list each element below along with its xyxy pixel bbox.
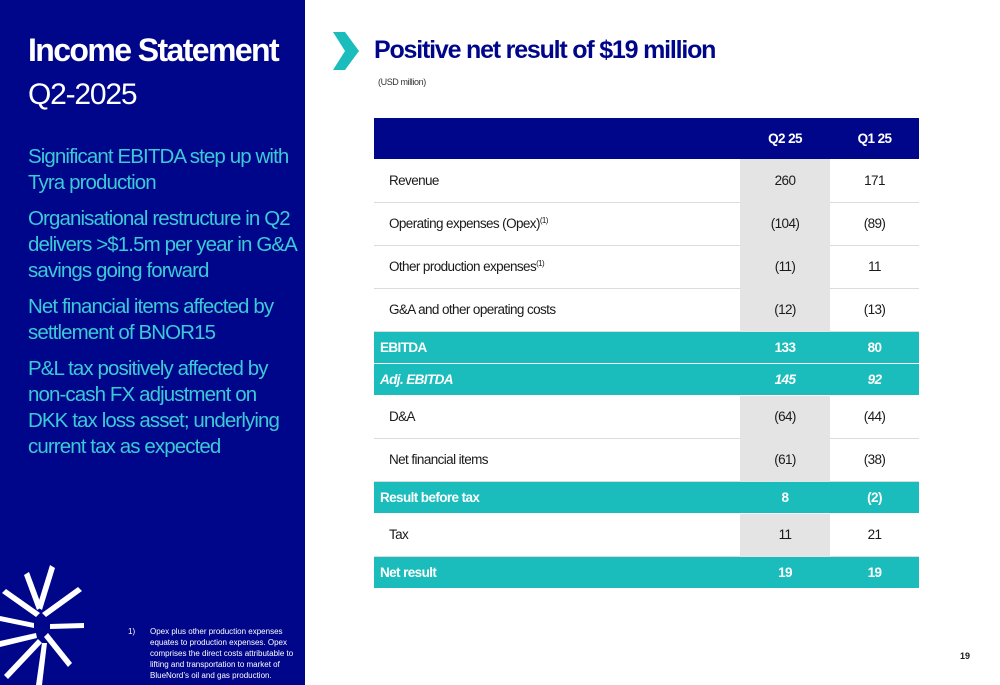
q2-value: (12) (740, 288, 830, 332)
income-statement-table: Q2 25 Q1 25 Revenue 260 171 Operating ex… (374, 118, 919, 589)
table-row-net-result: Net result 19 19 (374, 556, 919, 589)
header-blank (374, 118, 740, 159)
q2-value: 11 (740, 513, 830, 557)
q1-value: (44) (830, 395, 919, 439)
column-header-q1: Q1 25 (830, 118, 919, 159)
footnote: 1) Opex plus other production expenses e… (128, 626, 298, 681)
starburst-logo-icon (0, 565, 84, 685)
row-label: Operating expenses (Opex)(1) (374, 202, 740, 246)
key-point: Net financial items affected by settleme… (28, 295, 274, 344)
table-row-da: D&A (64) (44) (374, 395, 919, 439)
table-row-net-financial: Net financial items (61) (38) (374, 438, 919, 482)
key-point: P&L tax positively affected by non-cash … (28, 357, 280, 458)
table-row-ga: G&A and other operating costs (12) (13) (374, 288, 919, 332)
row-label: Result before tax (374, 481, 740, 514)
sidebar-title: Income Statement (28, 32, 280, 68)
row-label: G&A and other operating costs (374, 288, 740, 332)
table-row-revenue: Revenue 260 171 (374, 159, 919, 203)
table-row-result-before-tax: Result before tax 8 (2) (374, 481, 919, 514)
q2-value: 8 (740, 481, 830, 514)
sidebar-panel: Income Statement Q2-2025 Significant EBI… (0, 0, 305, 685)
table-row-opex: Operating expenses (Opex)(1) (104) (89) (374, 202, 919, 246)
row-label: Tax (374, 513, 740, 557)
q1-value: (2) (830, 481, 919, 514)
q2-value: 133 (740, 331, 830, 364)
key-points-list: Significant EBITDA step up with Tyra pro… (28, 144, 298, 470)
table-row-adj-ebitda: Adj. EBITDA 145 92 (374, 363, 919, 396)
row-label: D&A (374, 395, 740, 439)
q2-value: 260 (740, 159, 830, 203)
chevron-right-icon (333, 32, 359, 70)
footnote-ref: (1) (539, 216, 549, 225)
q1-value: (13) (830, 288, 919, 332)
q1-value: 92 (830, 363, 919, 396)
q1-value: 171 (830, 159, 919, 203)
key-point: Organisational restructure in Q2 deliver… (28, 207, 297, 282)
footnote-text: Opex plus other production expenses equa… (150, 627, 294, 680)
q2-value: (61) (740, 438, 830, 482)
page-title: Positive net result of $19 million (374, 36, 716, 64)
q1-value: (89) (830, 202, 919, 246)
sidebar-subtitle: Q2-2025 (28, 78, 138, 111)
table-row-other-production: Other production expenses(1) (11) 11 (374, 245, 919, 289)
q2-value: 19 (740, 556, 830, 589)
footnote-number: 1) (128, 627, 136, 636)
q1-value: (38) (830, 438, 919, 482)
q2-value: (104) (740, 202, 830, 246)
row-label: Other production expenses(1) (374, 245, 740, 289)
q1-value: 21 (830, 513, 919, 557)
table-row-tax: Tax 11 21 (374, 513, 919, 557)
q2-value: (11) (740, 245, 830, 289)
unit-note: (USD million) (378, 77, 426, 87)
row-label: Net financial items (374, 438, 740, 482)
q1-value: 11 (830, 245, 919, 289)
footnote-ref: (1) (536, 259, 545, 268)
row-label: Adj. EBITDA (374, 363, 740, 396)
row-label: Net result (374, 556, 740, 589)
row-label: EBITDA (374, 331, 740, 364)
q1-value: 80 (830, 331, 919, 364)
q2-value: (64) (740, 395, 830, 439)
table-header-row: Q2 25 Q1 25 (374, 118, 919, 159)
page-number: 19 (960, 651, 971, 661)
key-point: Significant EBITDA step up with Tyra pro… (28, 145, 289, 194)
q1-value: 19 (830, 556, 919, 589)
table-row-ebitda: EBITDA 133 80 (374, 331, 919, 364)
row-label: Revenue (374, 159, 740, 203)
q2-value: 145 (740, 363, 830, 396)
column-header-q2: Q2 25 (740, 118, 830, 159)
